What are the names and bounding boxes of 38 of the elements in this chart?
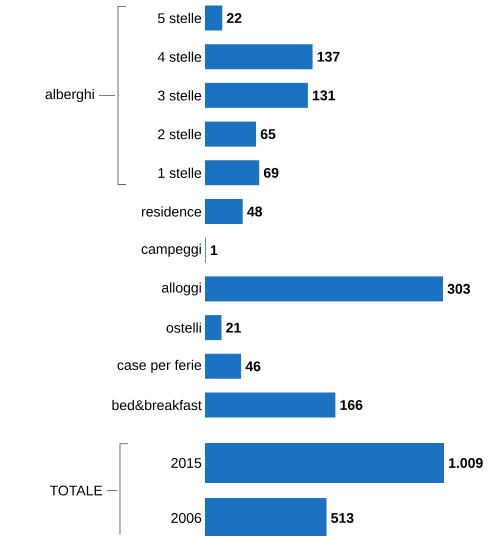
bar xyxy=(204,276,443,302)
bar xyxy=(204,392,336,418)
data-label: 22 xyxy=(226,13,242,23)
y-tick-label: 3 stelle xyxy=(158,90,202,101)
data-label: 303 xyxy=(448,284,470,294)
data-label: 69 xyxy=(264,168,278,178)
y-tick-label: ostelli xyxy=(166,322,201,333)
y-tick-label: bed&breakfast xyxy=(112,400,202,410)
bar xyxy=(204,199,243,224)
y-tick-label: 2 stelle xyxy=(158,128,202,140)
y-tick-label: campeggi xyxy=(142,244,201,257)
text: alberghi xyxy=(46,88,94,102)
bar xyxy=(204,6,222,31)
y-tick-label: case per ferie xyxy=(118,360,202,373)
bar xyxy=(204,44,313,70)
data-label: 131 xyxy=(312,90,336,100)
bar xyxy=(204,315,222,340)
data-label: 46 xyxy=(246,361,260,372)
y-tick-label: 5 stelle xyxy=(158,12,202,24)
data-label: 137 xyxy=(318,52,340,62)
data-label: 48 xyxy=(247,206,262,216)
y-tick-label: 2015 xyxy=(171,458,202,468)
bar xyxy=(204,354,242,379)
data-label: 1 xyxy=(210,245,218,256)
bar xyxy=(204,82,308,108)
y-tick-label: 4 stelle xyxy=(158,52,202,62)
data-label: 1.009 xyxy=(449,458,483,468)
data-label: 166 xyxy=(340,400,362,410)
bar xyxy=(204,160,260,186)
y-tick-label: 1 stelle xyxy=(158,168,202,178)
y-tick-label: 2006 xyxy=(171,513,202,523)
text: TOTALE xyxy=(50,486,102,496)
y-tick-label: alloggi xyxy=(162,282,201,296)
y-tick-label: residence xyxy=(142,206,202,217)
data-label: 21 xyxy=(226,322,241,332)
bar xyxy=(204,122,256,147)
data-label: 65 xyxy=(260,129,276,140)
data-label: 513 xyxy=(331,513,354,523)
